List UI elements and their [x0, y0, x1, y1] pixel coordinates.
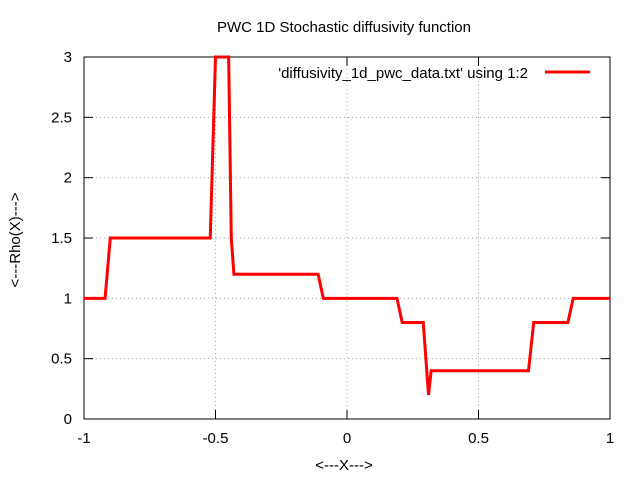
x-tick-label: 0.5 — [468, 430, 489, 447]
chart-title: PWC 1D Stochastic diffusivity function — [217, 19, 471, 36]
x-tick-label: 0 — [343, 430, 351, 447]
x-tick-label: -1 — [77, 430, 90, 447]
y-tick-label: 0.5 — [51, 351, 72, 368]
grid — [84, 57, 610, 419]
x-axis-label: <---X---> — [315, 457, 373, 474]
y-tick-label: 1.5 — [51, 230, 72, 247]
series-layer — [84, 55, 610, 396]
y-axis-label: <---Rho(X)---> — [7, 192, 24, 287]
ticks: 0 0.5 1 1.5 2 2.5 3 -1 -0.5 0 0.5 1 — [51, 49, 614, 447]
legend: 'diffusivity_1d_pwc_data.txt' using 1:2 — [278, 65, 590, 82]
y-tick-label: 3 — [64, 49, 72, 66]
y-tick-label: 1 — [64, 290, 72, 307]
y-tick-label: 2.5 — [51, 109, 72, 126]
series-line — [84, 55, 610, 396]
y-tick-label: 0 — [64, 411, 72, 428]
legend-label: 'diffusivity_1d_pwc_data.txt' using 1:2 — [278, 65, 528, 82]
x-tick-label: 1 — [606, 430, 614, 447]
y-tick-label: 2 — [64, 170, 72, 187]
plot-frame — [83, 56, 611, 420]
x-tick-label: -0.5 — [203, 430, 229, 447]
